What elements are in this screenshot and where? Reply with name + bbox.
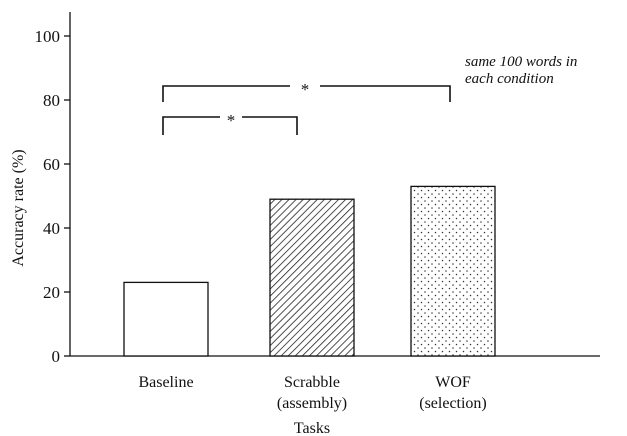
significance-bracket — [162, 85, 451, 102]
x-category-label: Scrabble — [284, 374, 340, 391]
y-tick-label: 0 — [52, 347, 61, 366]
significance-brackets: ** — [162, 80, 451, 135]
y-tick-label: 20 — [43, 283, 60, 302]
x-axis-title: Tasks — [294, 420, 330, 436]
y-tick-label: 40 — [43, 219, 60, 238]
significance-bracket — [162, 116, 298, 135]
significance-star: * — [227, 111, 236, 130]
y-tick-label: 80 — [43, 91, 60, 110]
y-tick-label: 60 — [43, 155, 60, 174]
x-category-label: Baseline — [138, 374, 193, 391]
x-category-label: (assembly) — [277, 395, 347, 412]
bars — [123, 185, 496, 357]
annotation-text: same 100 words in — [465, 54, 577, 70]
y-axis-title: Accuracy rate (%) — [10, 149, 27, 266]
annotation-text: each condition — [465, 71, 554, 87]
significance-star: * — [301, 80, 310, 99]
bar-scrabble — [269, 198, 355, 357]
bar-wof — [410, 185, 496, 357]
y-tick-label: 100 — [35, 27, 61, 46]
bar-baseline — [123, 281, 209, 357]
x-category-label: (selection) — [419, 395, 487, 412]
labels: 0 20 40 60 80 100 Accuracy rate (%) Baseline Scr… — [10, 27, 577, 436]
x-category-label: WOF — [435, 374, 471, 391]
